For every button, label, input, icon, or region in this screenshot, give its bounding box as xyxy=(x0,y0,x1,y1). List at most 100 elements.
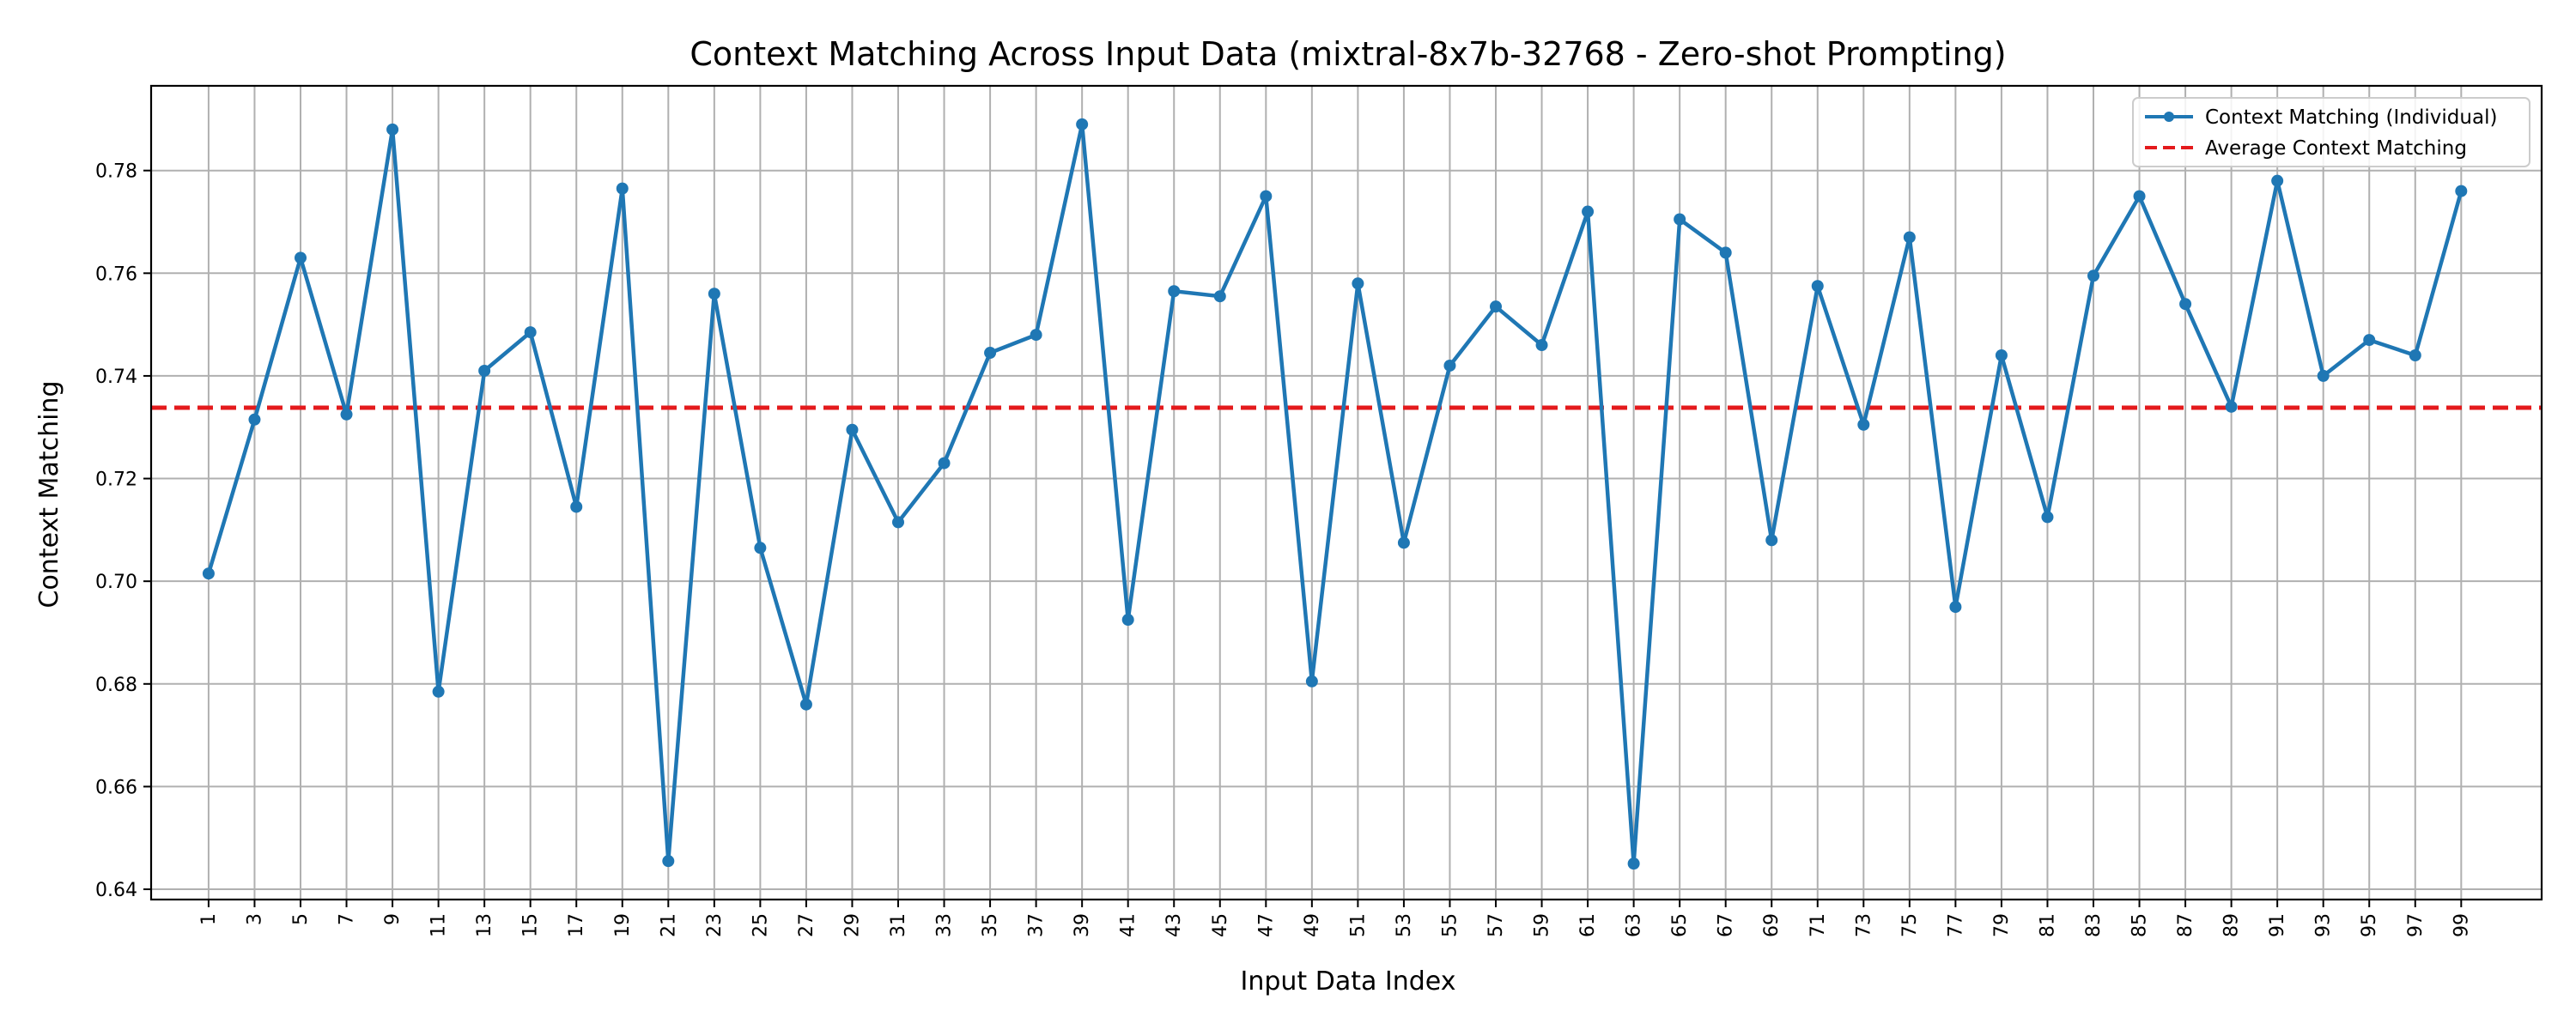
x-tick-label: 13 xyxy=(474,913,495,937)
data-point xyxy=(2225,400,2238,413)
x-tick-label: 43 xyxy=(1163,913,1185,937)
x-tick-label: 93 xyxy=(2313,913,2335,937)
x-tick-label: 11 xyxy=(428,913,450,937)
x-tick-label: 69 xyxy=(1761,913,1783,937)
x-tick-label: 83 xyxy=(2083,913,2105,937)
data-point xyxy=(202,567,215,580)
x-tick-label: 35 xyxy=(980,913,1001,937)
x-tick-label: 15 xyxy=(520,913,542,937)
grid xyxy=(151,86,2542,900)
data-point xyxy=(248,413,261,426)
y-tick-label: 0.72 xyxy=(95,470,137,491)
x-tick-label: 1 xyxy=(198,913,220,925)
x-tick-label: 31 xyxy=(888,913,909,937)
data-point xyxy=(1811,280,1824,293)
data-point xyxy=(432,685,445,698)
x-tick-label: 55 xyxy=(1439,913,1461,937)
legend-label-average: Average Context Matching xyxy=(2205,137,2467,160)
y-tick-label: 0.68 xyxy=(95,675,137,696)
data-point xyxy=(1305,675,1318,688)
x-tick-label: 5 xyxy=(290,913,312,925)
data-point xyxy=(616,182,629,195)
chart-title: Context Matching Across Input Data (mixt… xyxy=(690,35,2006,73)
x-tick-label: 21 xyxy=(658,913,679,937)
x-tick-label: 59 xyxy=(1532,913,1553,937)
data-point xyxy=(1995,349,2008,362)
x-tick-label: 91 xyxy=(2267,913,2288,937)
data-point xyxy=(1030,329,1042,342)
x-tick-label: 65 xyxy=(1669,913,1691,937)
x-tick-label: 99 xyxy=(2451,913,2472,937)
data-point xyxy=(1535,339,1548,352)
data-point xyxy=(2271,174,2284,187)
x-tick-label: 9 xyxy=(382,913,404,925)
legend-label-individual: Context Matching (Individual) xyxy=(2205,106,2497,129)
data-point xyxy=(2087,270,2099,282)
data-point xyxy=(1121,614,1134,627)
data-point xyxy=(340,408,353,421)
y-axis-ticks: 0.64 0.66 0.68 0.70 0.72 0.74 0.76 0.78 xyxy=(95,161,151,901)
y-tick-label: 0.66 xyxy=(95,777,137,798)
x-tick-label: 77 xyxy=(1945,913,1966,937)
y-tick-label: 0.76 xyxy=(95,264,137,285)
x-axis-ticks: 1 3 5 7 9 11 13 15 17 19 21 23 25 27 29 31 33 35 37 39 41 43 4… xyxy=(198,900,2472,937)
x-axis-label: Input Data Index xyxy=(1241,966,1456,997)
x-tick-label: 67 xyxy=(1716,913,1737,937)
data-point xyxy=(524,326,537,339)
data-point xyxy=(1076,118,1089,130)
data-point xyxy=(2133,190,2146,203)
legend-series-marker-swatch xyxy=(2164,112,2174,122)
x-tick-label: 53 xyxy=(1394,913,1415,937)
data-point xyxy=(984,347,997,360)
x-tick-label: 3 xyxy=(244,913,265,925)
legend-box xyxy=(2132,97,2530,167)
data-point xyxy=(2317,369,2330,382)
x-tick-label: 97 xyxy=(2405,913,2427,937)
x-tick-label: 81 xyxy=(2037,913,2058,937)
x-tick-label: 7 xyxy=(337,913,358,925)
y-axis-label: Context Matching xyxy=(34,381,64,609)
x-tick-label: 19 xyxy=(612,913,634,937)
data-point xyxy=(1765,534,1778,547)
data-point xyxy=(1857,418,1870,431)
series-line-individual xyxy=(206,122,2464,866)
x-tick-label: 23 xyxy=(704,913,726,937)
y-tick-label: 0.64 xyxy=(95,880,137,901)
x-tick-label: 51 xyxy=(1347,913,1369,937)
data-point xyxy=(938,457,951,470)
data-point xyxy=(2455,185,2468,197)
data-point xyxy=(478,364,491,377)
data-point xyxy=(295,251,307,264)
data-point xyxy=(2363,334,2376,347)
x-tick-label: 79 xyxy=(1991,913,2013,937)
data-point xyxy=(662,855,675,868)
data-point xyxy=(708,288,720,300)
data-point xyxy=(2041,511,2054,524)
data-point xyxy=(846,423,859,436)
data-point xyxy=(1949,601,1962,614)
data-point xyxy=(1582,205,1595,218)
data-point xyxy=(754,542,767,554)
x-tick-label: 17 xyxy=(566,913,587,937)
x-tick-label: 33 xyxy=(934,913,956,937)
legend: Context Matching (Individual) Average Co… xyxy=(2132,97,2530,167)
data-point xyxy=(570,500,583,513)
data-point xyxy=(1213,290,1226,303)
data-point xyxy=(1443,359,1456,372)
x-tick-label: 45 xyxy=(1210,913,1231,937)
y-tick-label: 0.74 xyxy=(95,367,137,388)
x-tick-label: 57 xyxy=(1485,913,1507,937)
x-tick-label: 25 xyxy=(750,913,771,937)
x-tick-label: 85 xyxy=(2129,913,2151,937)
x-tick-label: 37 xyxy=(1026,913,1048,937)
x-tick-label: 89 xyxy=(2221,913,2243,937)
data-point xyxy=(892,516,904,529)
x-tick-label: 75 xyxy=(1899,913,1921,937)
x-tick-label: 71 xyxy=(1807,913,1829,937)
data-point xyxy=(1397,536,1410,549)
x-tick-label: 29 xyxy=(841,913,863,937)
x-tick-label: 73 xyxy=(1853,913,1874,937)
data-point xyxy=(2409,349,2421,362)
